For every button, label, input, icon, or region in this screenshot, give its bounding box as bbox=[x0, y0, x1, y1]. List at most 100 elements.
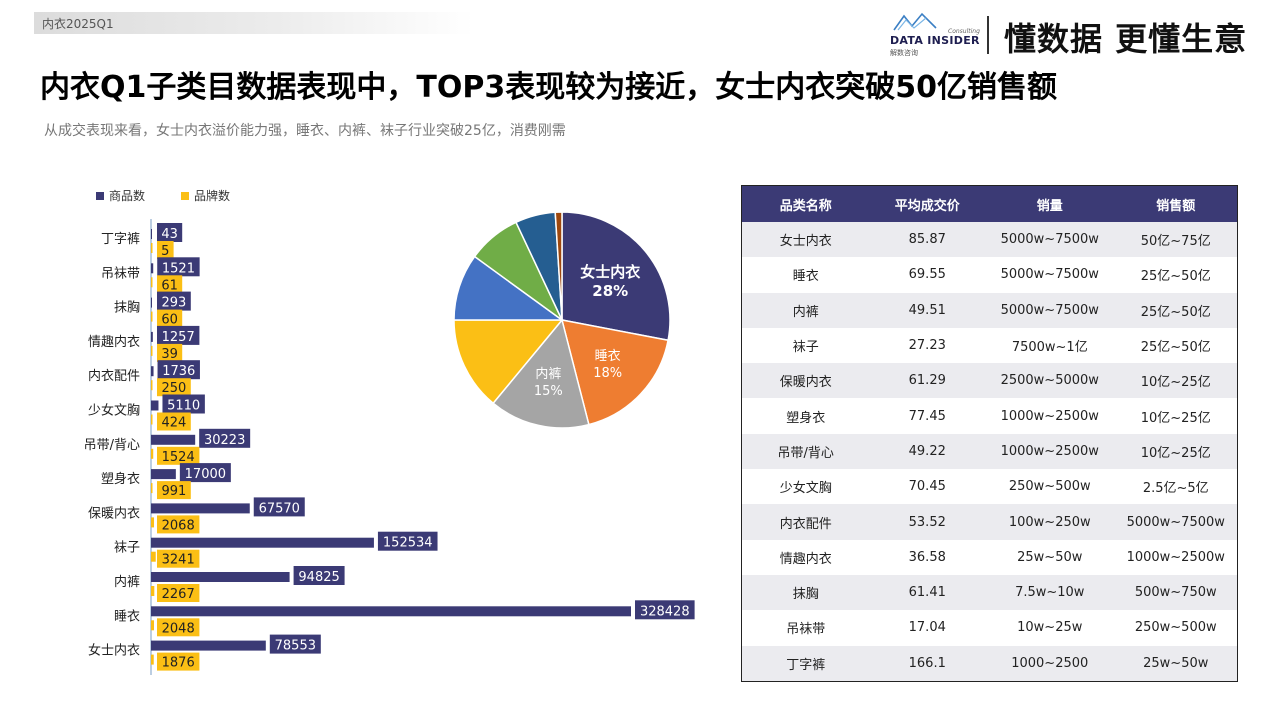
cell-sales: 25亿~50亿 bbox=[1140, 304, 1211, 320]
bar-product bbox=[151, 537, 374, 548]
bar-product bbox=[151, 434, 196, 445]
data-label-product: 293 bbox=[161, 296, 186, 311]
cell-volume: 5000w~7500w bbox=[1000, 302, 1099, 318]
bar-product bbox=[151, 297, 152, 308]
category-tick-label: 丁字裤 bbox=[101, 232, 140, 247]
cell-avg-price: 17.04 bbox=[908, 620, 946, 636]
data-label-brand: 991 bbox=[161, 484, 186, 499]
legend-swatch-brand bbox=[181, 191, 190, 200]
page-subtitle: 从成交表现来看，女士内衣溢价能力强，睡衣、内裤、袜子行业突破25亿，消费刚需 bbox=[44, 123, 566, 139]
category-tick-label: 吊袜带 bbox=[101, 266, 140, 281]
data-label-bg-brand bbox=[157, 549, 200, 568]
bar-product bbox=[151, 229, 152, 239]
table-row: 塑身衣 77.45 1000w~2500w 10亿~25亿 bbox=[742, 398, 1237, 434]
table-row: 丁字裤 166.1 1000~2500 25w~50w bbox=[742, 645, 1237, 681]
data-label-bg-product bbox=[293, 566, 345, 585]
data-label-bg-brand bbox=[157, 618, 200, 637]
data-label-bg-brand bbox=[157, 343, 183, 362]
data-label-brand: 61 bbox=[161, 278, 178, 293]
data-label-brand: 424 bbox=[161, 416, 186, 431]
pie-slice bbox=[453, 319, 564, 405]
bar-brand bbox=[151, 483, 153, 494]
page-title: 内衣Q1子类目数据表现中，TOP3表现较为接近，女士内衣突破50亿销售额 bbox=[40, 70, 1057, 105]
bar-product bbox=[151, 503, 250, 514]
cell-sales: 250w~500w bbox=[1134, 620, 1217, 636]
data-insider-logo: Consulting DATA INSIDER 解数咨询 bbox=[890, 12, 980, 57]
data-label-brand: 5 bbox=[161, 244, 169, 259]
data-label-bg-product bbox=[157, 223, 183, 242]
bar-brand bbox=[151, 277, 153, 288]
bar-product bbox=[151, 640, 266, 651]
data-label-product: 43 bbox=[161, 227, 178, 242]
table-row: 吊带/背心 49.22 1000w~2500w 10亿~25亿 bbox=[742, 433, 1237, 470]
data-label-bg-brand bbox=[157, 584, 200, 602]
legend-label-product: 商品数 bbox=[109, 189, 146, 203]
cell-avg-price: 77.45 bbox=[908, 408, 946, 424]
bar-legend: 商品数 品牌数 bbox=[96, 187, 230, 204]
category-tick-label: 情趣内衣 bbox=[88, 334, 140, 350]
data-label-product: 94825 bbox=[298, 570, 339, 585]
category-table: 品类名称 平均成交价 销量 销售额 女士内衣 85.87 5000w~7500w 50… bbox=[741, 185, 1238, 682]
cell-avg-price: 85.87 bbox=[908, 232, 946, 248]
cell-category: 内衣配件 bbox=[779, 516, 832, 532]
cell-sales: 25亿~50亿 bbox=[1140, 269, 1211, 285]
cell-avg-price: 49.22 bbox=[908, 443, 946, 459]
data-label-brand: 2048 bbox=[162, 621, 195, 636]
data-label-brand: 1876 bbox=[162, 656, 195, 671]
table-row: 保暖内衣 61.29 2500w~5000w 10亿~25亿 bbox=[742, 363, 1237, 399]
cell-avg-price: 53.52 bbox=[908, 514, 946, 530]
data-label-brand: 39 bbox=[161, 347, 178, 362]
cell-avg-price: 61.41 bbox=[908, 585, 946, 601]
data-label-product: 30223 bbox=[204, 433, 245, 448]
cell-volume: 10w~25w bbox=[1017, 620, 1083, 636]
legend-item-brand: 品牌数 bbox=[181, 187, 230, 204]
cell-volume: 2500w~5000w bbox=[1000, 373, 1099, 389]
data-label-bg-product bbox=[157, 291, 191, 311]
data-label-bg-product bbox=[162, 394, 205, 414]
cell-avg-price: 61.29 bbox=[908, 373, 946, 389]
cell-category: 吊袜带 bbox=[786, 622, 826, 638]
data-label-product: 5110 bbox=[167, 399, 200, 414]
cell-category: 抹胸 bbox=[792, 587, 819, 603]
data-label-bg-brand bbox=[157, 275, 183, 294]
bar-brand bbox=[151, 517, 155, 528]
data-label-bg-brand bbox=[157, 481, 191, 500]
cell-sales: 10亿~25亿 bbox=[1140, 410, 1211, 426]
category-tick-label: 保暖内衣 bbox=[88, 505, 140, 521]
table-header: 品类名称 平均成交价 销量 销售额 bbox=[742, 186, 1237, 222]
data-label-product: 328428 bbox=[640, 604, 690, 619]
bar-brand bbox=[151, 311, 153, 322]
bar-brand bbox=[151, 414, 153, 425]
cell-volume: 1000~2500 bbox=[1011, 655, 1089, 671]
cell-sales: 25亿~50亿 bbox=[1140, 340, 1211, 356]
bar-brand bbox=[151, 586, 155, 596]
cell-category: 女士内衣 bbox=[779, 234, 832, 250]
bar-product bbox=[151, 572, 290, 582]
category-tick-label: 女士内衣 bbox=[88, 643, 140, 659]
legend-label-brand: 品牌数 bbox=[194, 189, 231, 203]
data-label-bg-product bbox=[253, 497, 305, 517]
cell-sales: 25w~50w bbox=[1143, 655, 1209, 671]
legend-item-product: 商品数 bbox=[96, 187, 145, 204]
data-label-bg-brand bbox=[157, 652, 200, 671]
cell-sales: 2.5亿~5亿 bbox=[1142, 481, 1209, 497]
table-row: 吊袜带 17.04 10w~25w 250w~500w bbox=[742, 610, 1237, 646]
pie-slice bbox=[561, 211, 671, 342]
table-row: 女士内衣 85.87 5000w~7500w 50亿~75亿 bbox=[742, 222, 1237, 258]
cell-sales: 500w~750w bbox=[1134, 585, 1217, 601]
data-label-brand: 2068 bbox=[162, 518, 195, 533]
data-label-product: 152534 bbox=[383, 536, 433, 551]
data-label-bg-brand bbox=[157, 378, 191, 397]
bar-brand bbox=[151, 243, 153, 253]
cell-avg-price: 70.45 bbox=[908, 479, 946, 495]
bar-brand bbox=[151, 448, 154, 459]
report-tag: 内衣2025Q1 bbox=[34, 12, 474, 34]
cell-avg-price: 27.23 bbox=[908, 338, 946, 354]
data-label-bg-brand bbox=[157, 412, 191, 431]
cell-category: 睡衣 bbox=[792, 269, 819, 285]
bar-product bbox=[151, 263, 154, 274]
bar-chart: 丁字裤 43 5 吊袜带 1521 61 抹胸 293 60 情趣内衣 1257 39 内衣配件 1736… bbox=[84, 219, 695, 675]
cell-sales: 5000w~7500w bbox=[1126, 514, 1225, 530]
table-row: 内衣配件 53.52 100w~250w 5000w~7500w bbox=[742, 504, 1237, 540]
bar-product bbox=[151, 366, 154, 377]
